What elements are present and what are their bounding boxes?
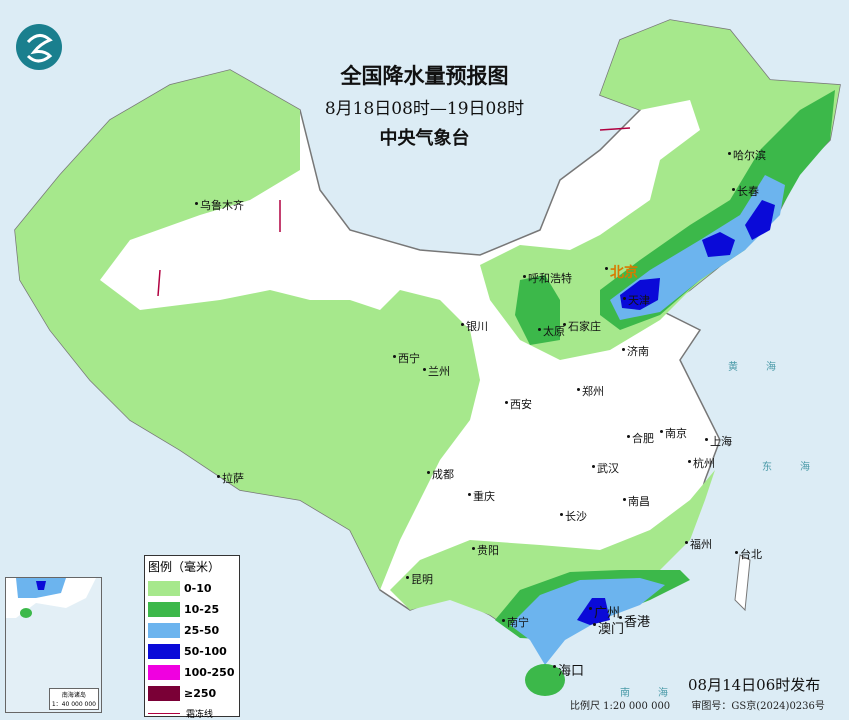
city-label: 杭州 (688, 457, 715, 470)
map-title: 全国降水量预报图 (340, 63, 509, 88)
city-label: 海口 (552, 660, 584, 679)
city-label: 郑州 (577, 385, 604, 398)
frost-line (157, 127, 631, 297)
city-label: 西宁 (393, 352, 420, 365)
legend-swatch (148, 686, 180, 701)
city-label: 西安 (505, 398, 532, 411)
city-label: 济南 (622, 345, 649, 358)
scale-text: 比例尺 1:20 000 000 (570, 701, 671, 712)
legend-swatch (148, 665, 180, 680)
frost-line-swatch (148, 713, 180, 714)
city-label: 重庆 (468, 490, 495, 503)
inset-title: 南海诸岛 (61, 692, 86, 699)
south-sea-inset: 南海诸岛 1：40 000 000 (5, 577, 102, 713)
city-label: 台北 (735, 548, 762, 561)
legend-label: ≥250 (184, 687, 217, 700)
legend-label: 0-10 (184, 582, 212, 595)
legend-swatch (148, 623, 180, 638)
legend-title: 图例（毫米） (148, 560, 221, 574)
city-label: 广州 (588, 602, 620, 621)
city-label: 南京 (660, 427, 687, 440)
map-approval-number: 审图号：GS京(2024)0236号 (691, 701, 825, 712)
inset-map (6, 578, 96, 618)
city-label: 贵阳 (472, 544, 499, 557)
city-label: 成都 (427, 468, 454, 481)
rain-0-10-south (390, 470, 715, 635)
hainan-island (525, 664, 565, 696)
city-label: 昆明 (406, 573, 433, 586)
legend-swatch (148, 644, 180, 659)
city-label: 呼和浩特 (523, 272, 572, 285)
city-label: 长沙 (560, 510, 587, 523)
city-label: 兰州 (423, 365, 450, 378)
legend: 图例（毫米） 0-10 10-25 25-50 50-100 100-250 ≥250 霜… (144, 555, 240, 720)
rain-50-100-beijing (620, 278, 660, 310)
legend-frost-line: 霜冻线 (148, 707, 239, 720)
rain-50-100-guangdong (577, 598, 610, 625)
legend-label: 50-100 (184, 645, 227, 658)
city-label: 天津 (623, 294, 650, 307)
city-label: 武汉 (592, 462, 619, 475)
legend-item: 0-10 (148, 579, 239, 598)
city-label: 长春 (732, 185, 759, 198)
rain-10-25-north (515, 275, 560, 345)
legend-swatch (148, 581, 180, 596)
sea-label-south: 南海 (620, 688, 696, 699)
legend-item: 50-100 (148, 642, 239, 661)
legend-swatch (148, 602, 180, 617)
city-label: 太原 (538, 325, 565, 338)
city-label: 哈尔滨 (728, 149, 766, 162)
sea-label-yellow: 黄海 (728, 362, 804, 373)
footer: 比例尺 1:20 000 000 审图号：GS京(2024)0236号 (570, 697, 843, 712)
legend-label: 100-250 (184, 666, 235, 679)
cma-logo (16, 24, 62, 70)
city-label: 上海 (705, 435, 732, 448)
frost-line-label: 霜冻线 (186, 710, 214, 720)
rain-0-10-west (15, 70, 480, 590)
taiwan-island (734, 554, 751, 612)
inset-caption: 南海诸岛 1：40 000 000 (48, 688, 99, 710)
legend-label: 10-25 (184, 603, 220, 616)
legend-item: 10-25 (148, 600, 239, 619)
forecast-period: 8月18日08时—19日08时 (324, 99, 525, 119)
city-label: 南宁 (502, 616, 529, 629)
published-time: 08月14日06时发布 (688, 676, 821, 694)
sea-label-east: 东海 (762, 462, 838, 473)
rain-50-100-liaoning (702, 232, 735, 257)
legend-item: 100-250 (148, 663, 239, 682)
legend-item: 25-50 (148, 621, 239, 640)
city-label: 乌鲁木齐 (195, 199, 244, 212)
rain-0-10-north (480, 20, 840, 360)
rain-50-100-jilin (745, 200, 775, 240)
legend-item: ≥250 (148, 684, 239, 703)
city-label: 拉萨 (217, 472, 244, 485)
legend-label: 25-50 (184, 624, 220, 637)
city-label: 香港 (618, 611, 650, 630)
city-label: 石家庄 (563, 320, 601, 333)
city-label: 南昌 (623, 495, 650, 508)
city-label: 福州 (685, 538, 712, 551)
city-label: 澳门 (592, 618, 624, 637)
city-label: 银川 (461, 320, 488, 333)
inset-scale: 1：40 000 000 (51, 701, 96, 708)
city-label: 合肥 (627, 432, 654, 445)
issuer: 中央气象台 (379, 128, 470, 149)
city-label: 北京 (605, 262, 638, 282)
